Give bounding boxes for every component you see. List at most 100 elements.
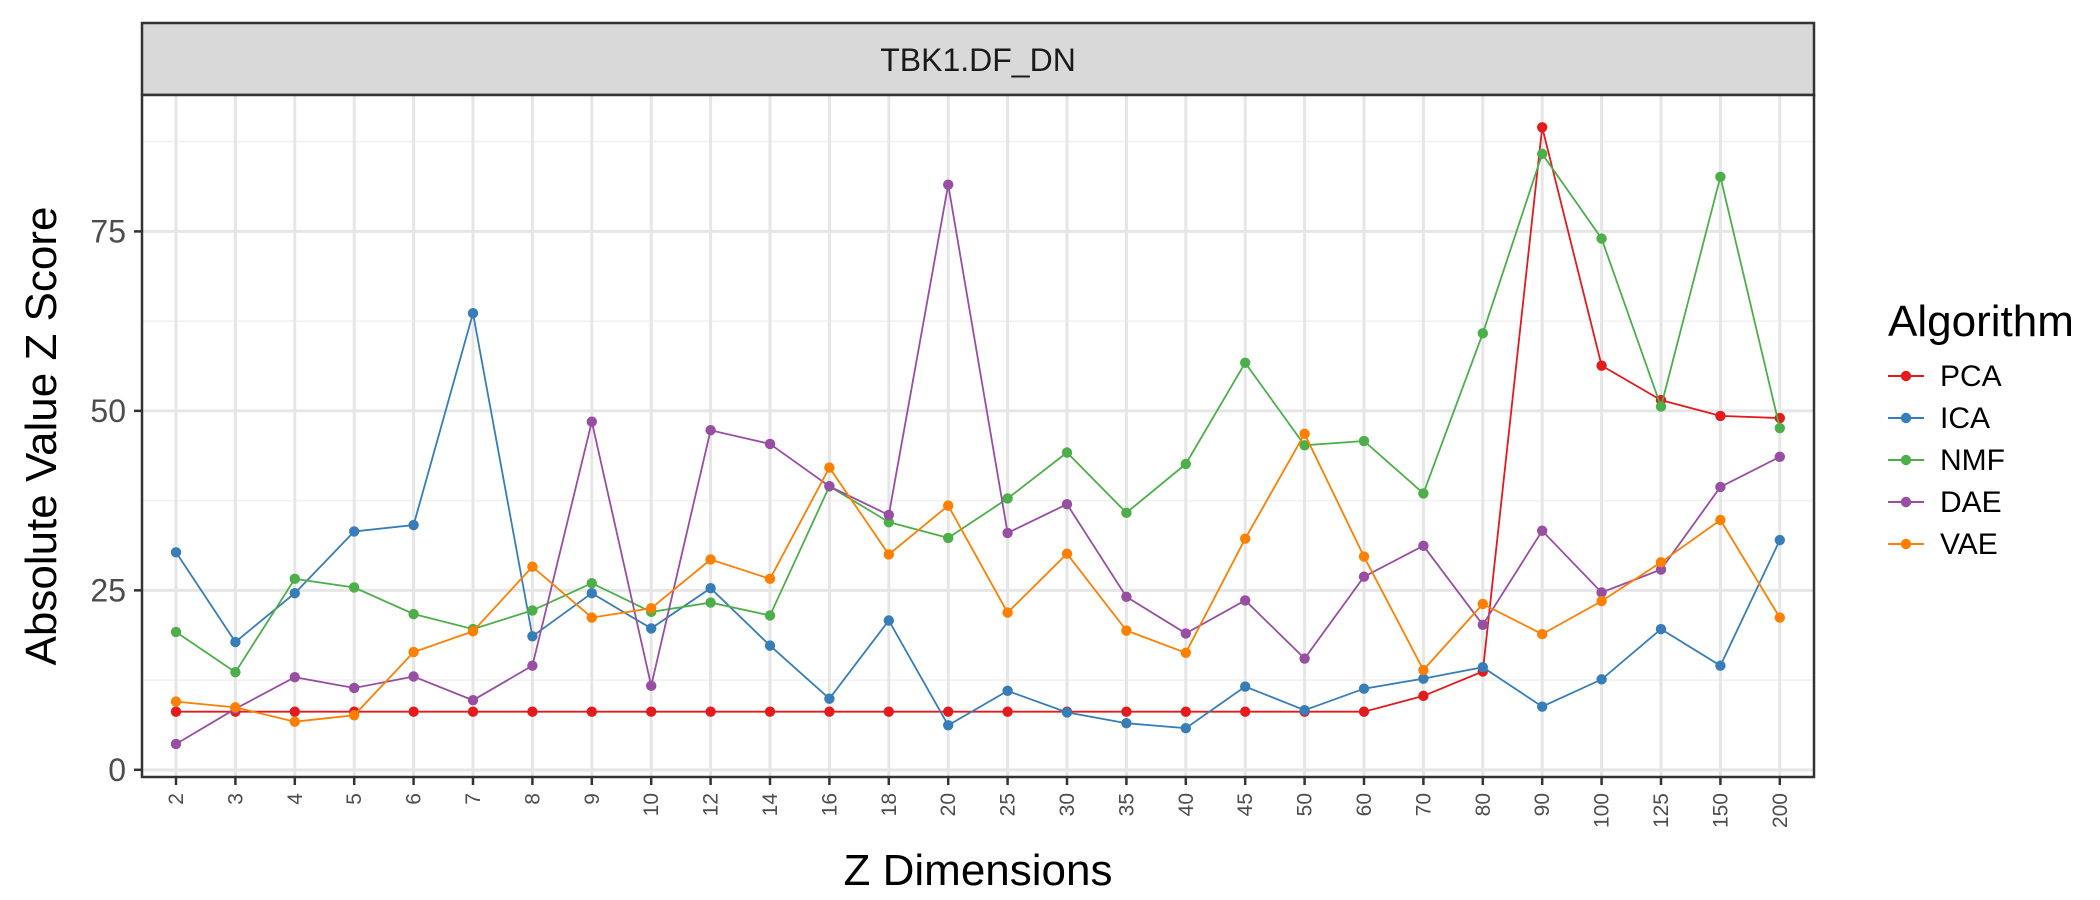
- legend-key-point: [1900, 412, 1912, 424]
- legend-label: PCA: [1940, 360, 2002, 393]
- data-point: [1774, 451, 1786, 463]
- data-point: [170, 547, 182, 558]
- data-point: [170, 696, 182, 707]
- data-point: [1715, 514, 1726, 526]
- facet-strip: [140, 21, 1816, 97]
- data-point: [349, 710, 360, 721]
- data-point: [1477, 619, 1489, 631]
- x-tick-label: 14: [759, 793, 782, 817]
- data-point: [289, 588, 300, 599]
- data-point: [1002, 607, 1013, 618]
- x-tick-label: 125: [1650, 793, 1673, 828]
- data-point: [1358, 706, 1370, 717]
- legend-key-point: [1900, 370, 1912, 382]
- data-point: [1180, 647, 1192, 659]
- data-point: [1121, 591, 1132, 603]
- data-point: [646, 623, 657, 634]
- data-point: [408, 646, 419, 658]
- data-point: [1715, 410, 1726, 422]
- x-tick-label: 60: [1353, 793, 1376, 816]
- data-point: [646, 706, 657, 717]
- data-point: [1596, 674, 1607, 685]
- data-point: [467, 706, 479, 717]
- data-point: [1180, 458, 1192, 470]
- y-tick-label: 50: [90, 393, 126, 429]
- data-point: [1537, 628, 1548, 640]
- data-point: [1596, 233, 1607, 244]
- data-point: [527, 660, 538, 671]
- x-tick-label: 90: [1531, 793, 1554, 816]
- data-point: [646, 680, 657, 692]
- legend-item-ica: ICA: [1888, 402, 1990, 435]
- data-point: [1299, 440, 1310, 451]
- legend-item-dae: DAE: [1888, 486, 2002, 519]
- data-point: [705, 597, 716, 608]
- data-point: [824, 693, 835, 704]
- data-point: [349, 682, 360, 694]
- series-line: [175, 431, 1781, 723]
- data-point: [1596, 360, 1607, 371]
- legend-item-nmf: NMF: [1888, 444, 2005, 477]
- data-point: [646, 603, 657, 614]
- data-point: [1121, 706, 1132, 717]
- x-axis-title: Z Dimensions: [844, 846, 1113, 895]
- data-point: [467, 694, 479, 706]
- data-point: [1596, 595, 1607, 607]
- data-point: [943, 179, 954, 190]
- data-point: [1418, 488, 1429, 499]
- x-axis: 2 3 4 5 6 7 8 9 10 12 14 16 18 20 25 30 35 40 45 50 60 70 80 90…: [165, 777, 1792, 828]
- data-point: [883, 549, 894, 560]
- legend-label: NMF: [1940, 444, 2005, 477]
- x-tick-label: 16: [818, 793, 841, 816]
- x-tick-label: 20: [937, 793, 960, 816]
- data-point: [1358, 435, 1370, 447]
- data-point: [1002, 493, 1013, 504]
- data-point: [1299, 428, 1310, 440]
- data-point: [586, 577, 597, 589]
- plot-border: [140, 93, 1816, 779]
- legend-label: ICA: [1940, 402, 1990, 435]
- data-point: [408, 519, 419, 531]
- data-point: [1002, 527, 1013, 539]
- series-line: [176, 127, 1780, 713]
- data-point: [1655, 401, 1667, 412]
- series-line: [175, 312, 1781, 730]
- legend-key-point: [1900, 496, 1912, 508]
- x-tick-label: 40: [1175, 793, 1198, 816]
- data-point: [1655, 557, 1667, 568]
- data-point: [943, 500, 954, 511]
- data-point: [170, 626, 182, 638]
- data-point: [586, 416, 597, 427]
- data-point: [883, 615, 894, 626]
- x-tick-label: 45: [1234, 793, 1257, 816]
- y-axis-title: Absolute Value Z Score: [17, 207, 66, 666]
- data-point: [289, 716, 300, 727]
- series-dae: [170, 179, 1786, 750]
- x-tick-label: 12: [700, 793, 723, 816]
- data-point: [408, 671, 419, 682]
- data-point: [1061, 707, 1073, 718]
- data-point: [1180, 628, 1192, 639]
- data-point: [349, 526, 360, 537]
- legend: Algorithm PCA ICA NMF DAE VAE: [1888, 297, 2074, 561]
- data-point: [824, 706, 835, 717]
- data-point: [1061, 447, 1073, 458]
- data-point: [408, 706, 419, 717]
- data-point: [943, 706, 954, 717]
- data-point: [289, 573, 300, 585]
- data-point: [289, 672, 300, 683]
- data-point: [467, 626, 479, 637]
- data-point: [764, 610, 776, 621]
- data-point: [1240, 706, 1251, 717]
- data-point: [1002, 706, 1013, 717]
- data-point: [1061, 548, 1073, 559]
- data-point: [527, 631, 538, 642]
- legend-key-point: [1900, 538, 1912, 550]
- data-point: [943, 532, 954, 544]
- data-point: [349, 582, 360, 593]
- data-point: [764, 640, 776, 651]
- data-point: [467, 308, 479, 319]
- x-tick-label: 80: [1472, 793, 1495, 816]
- data-point: [527, 706, 538, 717]
- data-point: [1715, 660, 1726, 671]
